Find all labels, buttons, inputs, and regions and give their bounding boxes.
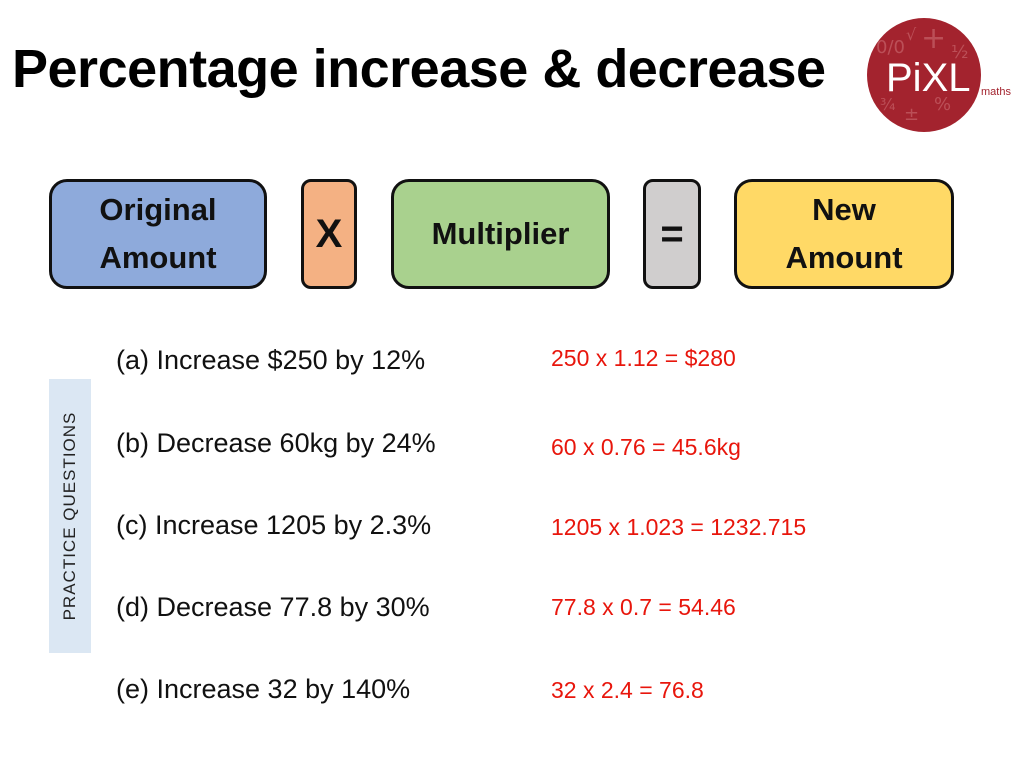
svg-text:√: √ — [906, 25, 917, 44]
question-c: (c) Increase 1205 by 2.3% — [116, 510, 432, 540]
svg-text:%: % — [934, 94, 951, 115]
answer-a: 250 x 1.12 = $280 — [551, 345, 736, 371]
answer-b: 60 x 0.76 = 45.6kg — [551, 434, 741, 460]
page-title: Percentage increase & decrease — [12, 39, 826, 99]
new-amount-line2: Amount — [785, 240, 903, 275]
practice-questions-label: PRACTICE QUESTIONS — [60, 411, 79, 621]
svg-text:½: ½ — [951, 42, 968, 63]
answer-d: 77.8 x 0.7 = 54.46 — [551, 594, 736, 620]
answer-e: 32 x 2.4 = 76.8 — [551, 677, 704, 703]
new-amount-box: New Amount — [734, 179, 954, 289]
question-a: (a) Increase $250 by 12% — [116, 345, 426, 375]
pixl-logo-icon: 0/0 √ + ½ ¾ ± % PiXL maths — [867, 18, 1011, 132]
practice-questions-banner: PRACTICE QUESTIONS — [49, 379, 91, 653]
multiplier-box: Multiplier — [391, 179, 610, 289]
times-operator-box: X — [301, 179, 357, 289]
equals-operator: = — [660, 212, 684, 256]
equals-operator-box: = — [643, 179, 701, 289]
question-b: (b) Decrease 60kg by 24% — [116, 428, 436, 458]
pixl-maths-logo: 0/0 √ + ½ ¾ ± % PiXL maths — [866, 18, 1016, 133]
answer-c: 1205 x 1.023 = 1232.715 — [551, 514, 807, 540]
logo-sub-text: maths — [981, 86, 1011, 98]
question-d: (d) Decrease 77.8 by 30% — [116, 592, 430, 622]
original-amount-box: Original Amount — [49, 179, 267, 289]
times-operator: X — [315, 212, 343, 256]
svg-text:0/0: 0/0 — [876, 37, 905, 58]
multiplier-label: Multiplier — [431, 215, 570, 251]
original-amount-line2: Amount — [99, 240, 217, 275]
original-amount-line1: Original — [99, 191, 217, 227]
question-e: (e) Increase 32 by 140% — [116, 674, 411, 704]
logo-brand-text: PiXL — [886, 56, 971, 100]
svg-text:±: ± — [904, 104, 919, 125]
svg-text:¾: ¾ — [880, 95, 896, 114]
new-amount-line1: New — [812, 191, 876, 227]
svg-text:+: + — [921, 21, 946, 56]
